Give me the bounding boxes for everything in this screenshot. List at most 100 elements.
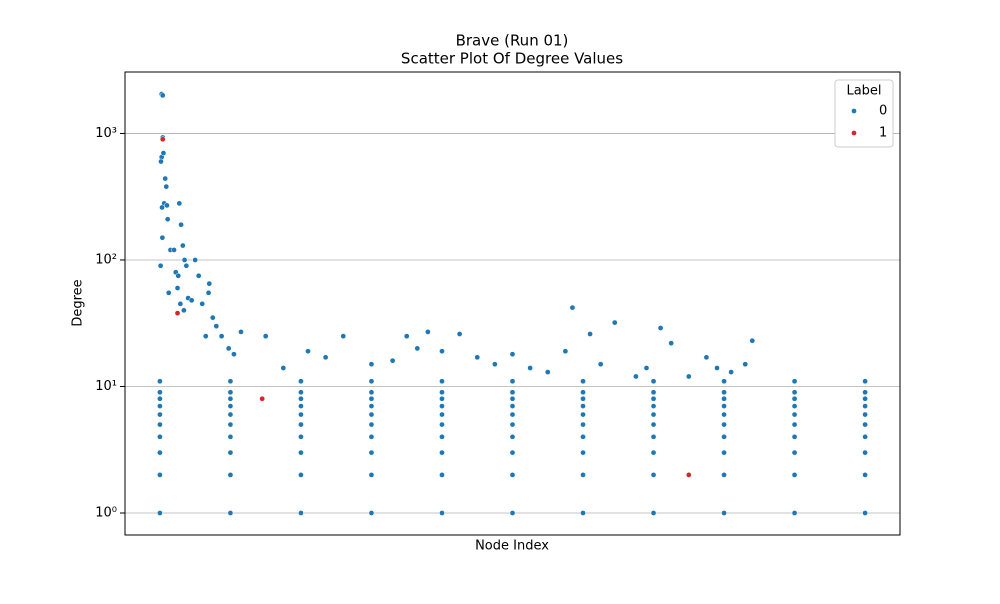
point: [195, 272, 202, 279]
point: [657, 325, 664, 331]
point: [862, 403, 868, 409]
point: [650, 378, 657, 385]
chart-subtitle: Scatter Plot Of Degree Values: [401, 50, 623, 68]
point: [791, 510, 798, 516]
point: [389, 357, 396, 364]
point: [580, 389, 586, 396]
point: [721, 472, 727, 478]
point: [862, 510, 868, 516]
point: [721, 403, 727, 409]
point: [721, 510, 727, 516]
legend-label: 1: [879, 126, 887, 141]
point: [368, 411, 375, 418]
point: [183, 262, 190, 269]
point: [650, 510, 657, 516]
point: [862, 449, 868, 456]
point: [580, 472, 586, 478]
point: [439, 348, 445, 355]
point: [181, 257, 188, 263]
point: [157, 421, 163, 428]
point: [159, 92, 166, 99]
point: [238, 329, 244, 335]
point: [456, 331, 463, 337]
point: [157, 262, 164, 269]
point: [157, 411, 163, 418]
point: [580, 395, 586, 402]
point: [791, 433, 798, 440]
point: [439, 472, 445, 478]
point: [633, 373, 639, 380]
point: [791, 403, 798, 409]
plot-frame: [124, 71, 901, 536]
point: [174, 285, 181, 291]
point: [439, 403, 445, 409]
y-axis-label: Degree: [71, 279, 86, 326]
point: [509, 395, 516, 402]
point: [368, 389, 375, 396]
point: [157, 378, 163, 385]
point: [650, 472, 657, 478]
point: [209, 314, 216, 321]
point: [721, 411, 727, 418]
point: [213, 323, 220, 329]
point: [157, 449, 163, 456]
point: [509, 378, 516, 385]
point: [580, 378, 586, 385]
point: [509, 389, 516, 396]
point: [791, 449, 798, 456]
legend-title: Label: [846, 84, 881, 99]
point: [160, 150, 167, 156]
point: [298, 421, 304, 428]
point: [439, 395, 445, 402]
point: [580, 403, 586, 409]
point: [298, 378, 304, 385]
point: [650, 389, 657, 396]
point: [544, 369, 551, 375]
point: [597, 361, 604, 368]
point: [280, 365, 287, 371]
point: [227, 389, 234, 396]
point: [227, 411, 234, 418]
point: [439, 421, 445, 428]
point: [721, 389, 727, 396]
point: [474, 354, 481, 361]
point: [298, 510, 304, 516]
point: [305, 348, 311, 355]
legend-marker: [851, 108, 857, 114]
point: [262, 333, 269, 339]
point: [298, 472, 304, 478]
y-tick-label: 10³: [95, 126, 117, 141]
point: [749, 337, 756, 344]
point: [188, 297, 195, 304]
point: [199, 300, 206, 307]
point: [176, 200, 183, 207]
point: [159, 204, 165, 211]
point: [791, 389, 798, 396]
point: [685, 472, 692, 478]
point: [650, 403, 657, 409]
point: [562, 348, 569, 355]
point: [298, 395, 304, 402]
point: [164, 202, 170, 209]
point: [862, 378, 868, 385]
point: [225, 345, 232, 352]
point: [227, 403, 234, 409]
point: [439, 411, 445, 418]
point: [509, 421, 516, 428]
y-tick-label: 10²: [95, 252, 117, 267]
chart-title: Brave (Run 01): [456, 32, 569, 50]
point: [650, 449, 657, 456]
point: [368, 421, 375, 428]
point: [650, 421, 657, 428]
point: [650, 411, 657, 418]
point: [157, 389, 163, 396]
point: [509, 449, 516, 456]
point: [181, 307, 187, 314]
point: [862, 472, 868, 478]
point: [202, 333, 209, 339]
point: [227, 472, 234, 478]
point: [178, 221, 184, 228]
point: [157, 433, 163, 440]
point: [159, 234, 166, 241]
